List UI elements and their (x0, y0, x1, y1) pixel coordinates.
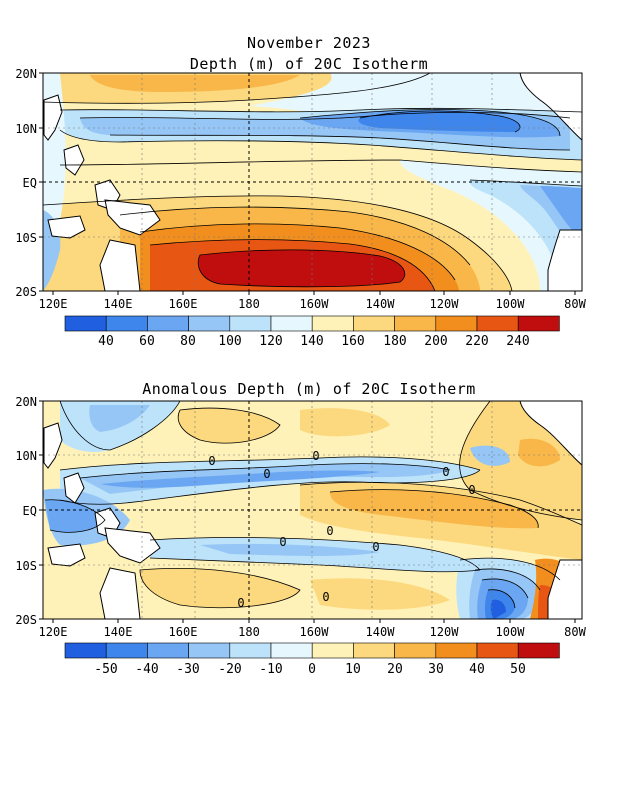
p2-cb-label: 20 (387, 662, 403, 677)
p1-cb-label: 160 (341, 334, 364, 349)
p2-lon-140w: 140W (366, 625, 396, 639)
p2-lat-20s: 20S (15, 613, 37, 627)
colorbar-swatch (353, 316, 394, 331)
p1-lat-eq: EQ (23, 176, 37, 190)
p1-cb-label: 80 (180, 334, 196, 349)
p2-cb-label: -30 (176, 662, 199, 677)
colorbar-swatch (65, 316, 106, 331)
p1-lon-80w: 80W (564, 297, 586, 311)
p2-lon-140e: 140E (104, 625, 133, 639)
colorbar-swatch (477, 643, 518, 658)
p1-lon-120e: 120E (39, 297, 68, 311)
p1-cb-label: 100 (218, 334, 241, 349)
p2-lat-10s: 10S (15, 559, 37, 573)
p2-contour-label: 0 (322, 590, 329, 604)
colorbar-swatch (395, 643, 436, 658)
p2-lat-20n: 20N (15, 395, 37, 409)
colorbar-swatch (147, 316, 188, 331)
p2-lon-100w: 100W (496, 625, 526, 639)
colorbar-swatch (518, 643, 559, 658)
p2-contour-label: 0 (372, 540, 379, 554)
p2-cb-label: -20 (218, 662, 241, 677)
p2-lon-120w: 120W (430, 625, 460, 639)
panel1-map: 20N 10N EQ 10S 20S 120E 140E 160E 180 16… (0, 0, 618, 360)
p2-lon-120e: 120E (39, 625, 68, 639)
p2-lon-160w: 160W (300, 625, 330, 639)
p2-contour-label: 0 (237, 596, 244, 610)
p2-contour-label: 0 (312, 449, 319, 463)
p1-lat-10s: 10S (15, 231, 37, 245)
p1-lon-160e: 160E (169, 297, 198, 311)
p1-cb-label: 220 (465, 334, 488, 349)
colorbar-swatch (436, 643, 477, 658)
p1-lat-10n: 10N (15, 122, 37, 136)
p1-cb-label: 60 (139, 334, 155, 349)
p1-cb-label: 40 (98, 334, 114, 349)
p2-cb-label: -50 (94, 662, 117, 677)
p1-lon-140e: 140E (104, 297, 133, 311)
p2-contour-label: 0 (208, 454, 215, 468)
p2-cb-label: 0 (308, 662, 316, 677)
p2-cb-label: 10 (345, 662, 361, 677)
p2-cb-label: 30 (428, 662, 444, 677)
p1-cb-label: 240 (506, 334, 529, 349)
colorbar-swatch (477, 316, 518, 331)
p1-colorbar (65, 316, 559, 331)
p2-contour-label: 0 (442, 465, 449, 479)
colorbar-swatch (271, 316, 312, 331)
p1-cb-label: 180 (383, 334, 406, 349)
colorbar-swatch (189, 643, 230, 658)
p1-lon-120w: 120W (430, 297, 460, 311)
colorbar-swatch (106, 316, 147, 331)
colorbar-swatch (230, 643, 271, 658)
panel2-map: 0 0 0 0 0 0 0 0 0 0 20N 10N EQ (0, 390, 618, 690)
p2-lat-eq: EQ (23, 504, 37, 518)
colorbar-swatch (65, 643, 106, 658)
colorbar-swatch (395, 316, 436, 331)
p2-contour-label: 0 (263, 467, 270, 481)
p2-contour-label: 0 (326, 524, 333, 538)
p1-lon-140w: 140W (366, 297, 396, 311)
p2-cb-label: 40 (469, 662, 485, 677)
p1-lon-160w: 160W (300, 297, 330, 311)
p2-lon-180: 180 (238, 625, 260, 639)
colorbar-swatch (353, 643, 394, 658)
colorbar-swatch (436, 316, 477, 331)
p2-cb-label: -40 (135, 662, 158, 677)
p1-lat-20s: 20S (15, 285, 37, 299)
colorbar-swatch (147, 643, 188, 658)
colorbar-swatch (106, 643, 147, 658)
colorbar-swatch (230, 316, 271, 331)
p1-lat-20n: 20N (15, 67, 37, 81)
p2-contour-label: 0 (279, 535, 286, 549)
p1-cb-label: 200 (424, 334, 447, 349)
p2-contour-label: 0 (468, 483, 475, 497)
p2-cb-label: -10 (259, 662, 282, 677)
p2-lon-80w: 80W (564, 625, 586, 639)
colorbar-swatch (518, 316, 559, 331)
p1-cb-label: 140 (300, 334, 323, 349)
p1-lon-180: 180 (238, 297, 260, 311)
colorbar-swatch (312, 316, 353, 331)
p2-lat-10n: 10N (15, 449, 37, 463)
p1-lon-100w: 100W (496, 297, 526, 311)
colorbar-swatch (271, 643, 312, 658)
colorbar-swatch (312, 643, 353, 658)
p2-lon-160e: 160E (169, 625, 198, 639)
colorbar-swatch (189, 316, 230, 331)
p1-cb-label: 120 (259, 334, 282, 349)
p2-colorbar (65, 643, 559, 658)
p2-cb-label: 50 (510, 662, 526, 677)
